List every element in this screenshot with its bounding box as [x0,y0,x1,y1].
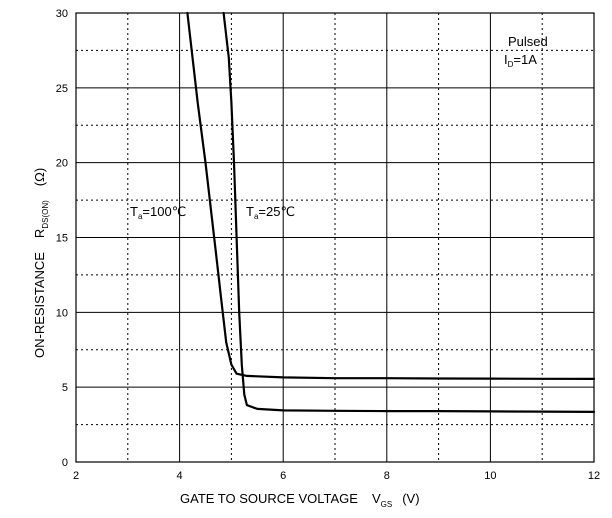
y-tick-labels: 0 5 10 15 20 25 30 [56,8,68,469]
y-tick-label: 0 [62,457,68,469]
y-axis-sub: DS(ON) [41,200,50,229]
y-tick-label: 25 [56,83,68,95]
condition-id-rest: =1A [513,52,537,67]
x-tick-label: 10 [484,470,496,482]
series-100c-rest: =100℃ [142,204,186,219]
x-tick-labels: 2 4 6 8 10 12 [73,470,600,482]
plot-frame [75,12,595,463]
x-tick-label: 4 [177,470,183,482]
y-axis-symbol: R [32,229,47,238]
condition-label-id: ID=1A [504,52,537,69]
x-axis-label: GATE TO SOURCE VOLTAGE VGS (V) [180,491,420,509]
x-axis-main: GATE TO SOURCE VOLTAGE [180,491,358,506]
x-axis-unit: (V) [402,491,419,506]
y-axis-label: ON-RESISTANCE RDS(ON) (Ω) [32,168,50,358]
condition-id-symbol: I [504,52,508,67]
x-tick-label: 8 [384,470,390,482]
series-25c-symbol: T [246,204,254,219]
condition-label-pulsed: Pulsed [508,34,548,49]
series-100c-sub: a [138,212,143,221]
series-line-100c [186,11,596,380]
series-lines [186,11,596,413]
y-tick-label: 15 [56,233,68,245]
series-25c-sub: a [254,212,259,221]
series-100c-symbol: T [130,204,138,219]
x-tick-label: 6 [280,470,286,482]
series-line-25c [222,11,596,413]
y-axis-main: ON-RESISTANCE [32,252,47,358]
x-axis-sub: GS [381,500,393,509]
y-tick-label: 10 [56,307,68,319]
x-tick-label: 12 [588,470,600,482]
series-label-100c: Ta=100℃ [130,204,186,221]
y-tick-label: 5 [62,382,68,394]
condition-id-sub: D [508,60,514,69]
y-tick-label: 20 [56,158,68,170]
y-axis-unit: (Ω) [32,168,47,186]
grid [76,13,594,462]
series-label-25c: Ta=25℃ [246,204,295,221]
x-axis-symbol: V [372,491,381,506]
series-25c-rest: =25℃ [258,204,295,219]
x-tick-label: 2 [73,470,79,482]
y-tick-label: 30 [56,8,68,20]
